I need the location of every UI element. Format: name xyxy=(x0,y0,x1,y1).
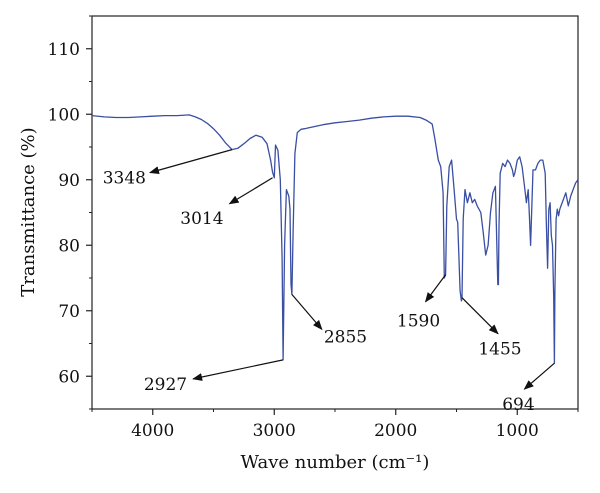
x-axis: 4000 3000 2000 1000 xyxy=(91,409,579,441)
spectrum-line xyxy=(91,114,579,364)
x-tick-label: 3000 xyxy=(253,421,296,441)
x-axis-title: Wave number (cm⁻¹) xyxy=(241,452,430,473)
x-tick-label: 2000 xyxy=(374,421,417,441)
y-axis-title: Transmittance (%) xyxy=(18,127,39,296)
y-tick-label: 100 xyxy=(48,105,80,125)
peak-arrow xyxy=(523,362,555,390)
peak-label: 694 xyxy=(502,395,534,415)
peak-label: 3014 xyxy=(180,209,223,229)
peak-arrow xyxy=(149,149,233,175)
y-tick-label: 60 xyxy=(58,367,80,387)
x-tick-label: 1000 xyxy=(496,421,539,441)
peak-annotations: 3348 3014 2927 2855 1590 1455 694 xyxy=(103,149,555,415)
y-tick-label: 80 xyxy=(58,236,80,256)
peak-arrow xyxy=(291,293,323,331)
peak-label: 1455 xyxy=(478,340,521,360)
peak-label: 2855 xyxy=(324,327,367,347)
peak-arrow xyxy=(228,177,273,205)
peak-arrow xyxy=(461,297,499,335)
y-axis: 60 70 80 90 100 110 xyxy=(48,15,92,410)
peak-label: 2927 xyxy=(144,375,187,395)
x-tick-label: 4000 xyxy=(131,421,174,441)
y-tick-label: 90 xyxy=(58,171,80,191)
y-tick-label: 70 xyxy=(58,302,80,322)
peak-label: 1590 xyxy=(397,312,440,332)
peak-label: 3348 xyxy=(103,169,146,189)
peak-arrow xyxy=(192,359,284,381)
peak-arrow xyxy=(424,274,447,303)
y-tick-label: 110 xyxy=(48,40,80,60)
